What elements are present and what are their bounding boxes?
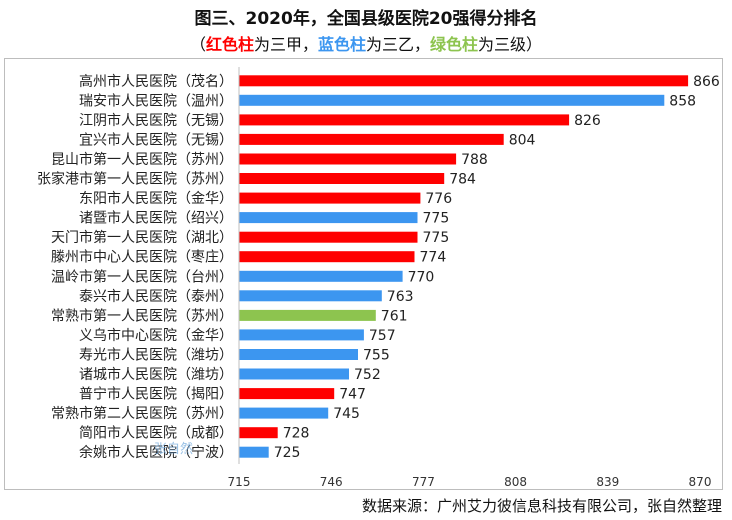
- chart-title: 图三、2020年，全国县级医院20强得分排名: [194, 9, 538, 29]
- bar: [239, 270, 403, 282]
- bar: [239, 173, 445, 184]
- bar: [239, 407, 329, 419]
- x-tick-label: 777: [412, 475, 435, 489]
- bar: [239, 309, 376, 321]
- data-label: 774: [420, 250, 447, 266]
- category-label: 简阳市人民医院（成都）: [79, 425, 233, 442]
- data-label: 775: [423, 211, 450, 227]
- data-label: 866: [693, 74, 720, 90]
- data-label: 770: [408, 269, 435, 285]
- bar: [239, 153, 457, 165]
- bar: [239, 368, 349, 380]
- data-label: 775: [423, 230, 450, 246]
- legend-green-label: 绿色柱: [430, 35, 479, 54]
- category-label: 寿光市人民医院（潍坊）: [79, 347, 233, 364]
- category-label: 高州市人民医院（茂名）: [79, 73, 233, 90]
- data-label: 788: [461, 152, 488, 168]
- bar: [239, 349, 358, 360]
- category-label: 常熟市第二人民医院（苏州）: [51, 405, 233, 422]
- category-label: 普宁市人民医院（揭阳）: [79, 386, 233, 403]
- bar: [239, 94, 665, 106]
- data-label: 725: [274, 445, 301, 461]
- data-label: 747: [339, 387, 366, 403]
- data-label: 804: [509, 132, 536, 148]
- bar: [239, 427, 278, 439]
- legend-red-suffix: 为三甲，: [253, 35, 318, 54]
- x-tick-label: 870: [689, 475, 712, 489]
- category-label: 余姚市人民医院（宁波）: [79, 444, 233, 461]
- category-label: 东阳市人民医院（金华）: [79, 190, 233, 207]
- x-tick-label: 808: [504, 475, 527, 489]
- watermark: 张自然: [154, 442, 194, 457]
- bar: [239, 133, 504, 145]
- chart-subtitle: （红色柱为三甲，蓝色柱为三乙，绿色柱为三级）: [0, 31, 732, 55]
- data-label: 745: [333, 406, 360, 422]
- legend-blue-label: 蓝色柱: [317, 35, 366, 54]
- bar: [239, 231, 418, 243]
- data-label: 755: [363, 348, 390, 364]
- data-label: 757: [369, 328, 396, 344]
- category-label: 义乌市中心医院（金华）: [79, 327, 233, 344]
- bar-chart: 高州市人民医院（茂名） 866 瑞安市人民医院（温州） 858 江阴市人民医院（无锡） 8…: [37, 67, 720, 489]
- category-label: 泰兴市人民医院（泰州）: [79, 288, 233, 305]
- data-label: 776: [425, 191, 452, 207]
- data-label: 761: [381, 308, 408, 324]
- data-source-note: 数据来源：广州艾力彼信息科技有限公司，张自然整理: [361, 497, 722, 515]
- category-label: 宜兴市人民医院（无锡）: [79, 131, 233, 148]
- data-label: 858: [669, 93, 696, 109]
- category-label: 滕州市中心人民医院（枣庄）: [51, 249, 233, 266]
- legend-green-suffix: 为三级）: [478, 35, 543, 54]
- bar: [239, 329, 364, 341]
- data-label: 728: [283, 426, 310, 442]
- category-label: 天门市第一人民医院（湖北）: [51, 229, 233, 246]
- bar: [239, 290, 382, 302]
- category-label: 江阴市人民医院（无锡）: [79, 112, 233, 129]
- category-label: 瑞安市人民医院（温州）: [79, 92, 233, 109]
- x-tick-label: 839: [596, 475, 619, 489]
- subtitle-open: （: [189, 35, 206, 54]
- bar: [239, 192, 421, 204]
- bar: [239, 114, 570, 126]
- bar: [239, 75, 689, 87]
- bar: [239, 251, 415, 263]
- data-label: 784: [449, 172, 476, 188]
- category-label: 诸暨市人民医院（绍兴）: [79, 210, 233, 227]
- data-label: 763: [387, 289, 414, 305]
- bar: [239, 388, 335, 400]
- x-tick-label: 746: [320, 475, 343, 489]
- bar: [239, 212, 418, 224]
- x-tick-label: 715: [228, 475, 251, 489]
- data-label: 752: [354, 367, 381, 383]
- category-label: 昆山市第一人民医院（苏州）: [51, 151, 233, 168]
- category-label: 温岭市第一人民医院（台州）: [51, 268, 233, 285]
- legend-red-label: 红色柱: [205, 35, 254, 54]
- legend-blue-suffix: 为三乙，: [366, 35, 431, 54]
- bar: [239, 446, 269, 458]
- category-label: 诸城市人民医院（潍坊）: [79, 366, 233, 383]
- chart-frame: [4, 58, 723, 490]
- category-label: 张家港市第一人民医院（苏州）: [37, 171, 233, 188]
- category-label: 常熟市第一人民医院（苏州）: [51, 307, 233, 324]
- data-label: 826: [574, 113, 601, 129]
